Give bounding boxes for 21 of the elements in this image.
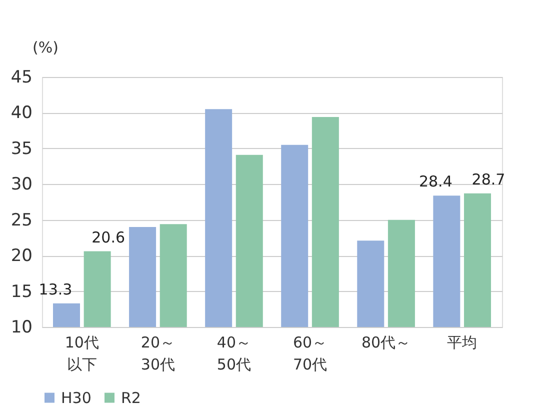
y-axis-title: (%) xyxy=(32,38,58,56)
x-tick-label: 80代～ xyxy=(362,334,411,352)
x-tick-label: 40～50代 xyxy=(216,334,252,374)
y-tick-label: 25 xyxy=(10,210,32,230)
data-label: 13.3 xyxy=(38,280,72,298)
x-tick-label: 10代以下 xyxy=(64,334,99,374)
y-tick-label: 40 xyxy=(10,103,32,124)
y-tick-label: 45 xyxy=(10,68,32,88)
y-tick-label: 10 xyxy=(10,318,32,338)
data-label: 28.4 xyxy=(418,172,452,191)
x-tick-label: 20～30代 xyxy=(140,334,175,374)
legend-label: R2 xyxy=(121,388,141,407)
data-label: 28.7 xyxy=(472,170,506,188)
y-tick-label: 15 xyxy=(10,282,32,302)
x-tick-label: 平均 xyxy=(447,334,478,352)
y-tick-label: 30 xyxy=(10,174,32,195)
legend-label: H30 xyxy=(61,388,92,407)
y-tick-label: 35 xyxy=(10,138,32,159)
y-tick-label: 20 xyxy=(10,246,32,266)
data-label: 20.6 xyxy=(92,228,126,246)
x-tick-label: 60～70代 xyxy=(292,334,328,374)
